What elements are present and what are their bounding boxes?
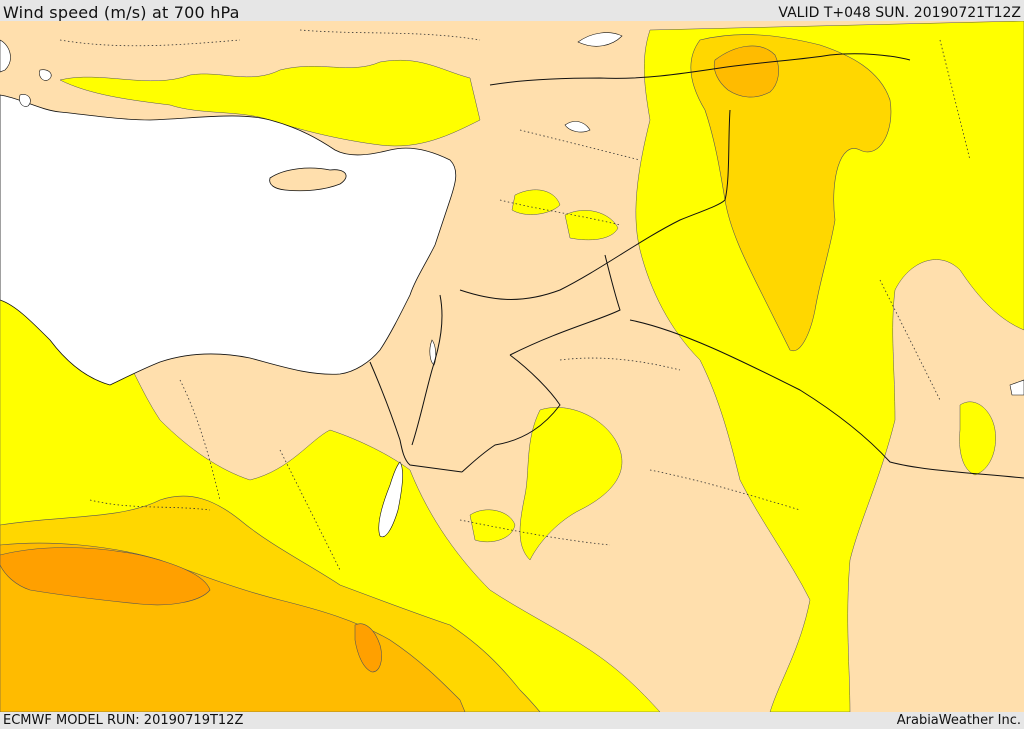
wind-patch-yellow-4 [564, 210, 619, 241]
red-sea [378, 461, 403, 538]
credit-label: ArabiaWeather Inc. [896, 713, 1021, 728]
map-title: Wind speed (m/s) at 700 hPa [3, 3, 240, 22]
mediterranean-sea [0, 94, 457, 386]
wind-band-orange-northeast [713, 45, 779, 98]
footer-bar: ECMWF MODEL RUN: 20190719T12Z ArabiaWeat… [0, 712, 1024, 729]
wind-patch-yellow-1 [519, 407, 623, 561]
lake-van [577, 32, 623, 47]
wind-patch-yellow-5 [511, 189, 561, 215]
lake-assad [564, 121, 591, 133]
wind-speed-map [0, 21, 1024, 712]
valid-time-label: VALID T+048 SUN. 20190721T12Z [778, 5, 1021, 21]
wind-patch-yellow-3 [469, 509, 516, 543]
wind-band-darkorange-core-2 [354, 623, 382, 673]
header-bar: Wind speed (m/s) at 700 hPa VALID T+048 … [0, 0, 1024, 22]
admin-borders [59, 29, 971, 571]
aegean-islands [0, 39, 52, 107]
wind-band-darkorange-core [0, 547, 211, 606]
cyprus-island [269, 167, 347, 192]
caspian-hint [1009, 379, 1024, 396]
wind-band-gold-east [690, 34, 892, 352]
map-frame[interactable] [0, 21, 1024, 712]
model-run-label: ECMWF MODEL RUN: 20190719T12Z [3, 713, 244, 728]
wind-band-yellow-north [59, 59, 481, 147]
wind-patch-yellow-2 [959, 401, 996, 476]
country-borders [369, 53, 1024, 479]
